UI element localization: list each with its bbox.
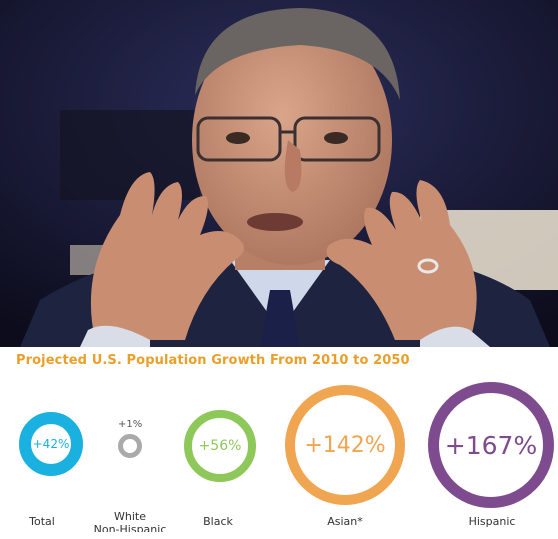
population-growth-infographic: Projected U.S. Population Growth From 20… <box>0 347 558 539</box>
total-growth-value: +42% <box>32 437 70 451</box>
hispanic-growth-value: +167% <box>444 430 538 460</box>
white-label-line1: White <box>114 510 146 523</box>
black-label: Black <box>203 515 233 528</box>
white-growth-value: +1% <box>118 419 143 430</box>
asian-growth-value: +142% <box>304 432 386 458</box>
photo-illustration <box>0 0 558 347</box>
photo-man-gesturing <box>0 0 558 347</box>
total-growth-ring: +42% <box>19 412 83 476</box>
white-label-line2: Non-Hispanic <box>93 523 167 532</box>
hispanic-label: Hispanic <box>468 515 516 528</box>
infographic-title: Projected U.S. Population Growth From 20… <box>16 353 410 368</box>
total-label: Total <box>29 515 55 528</box>
asian-label: Asian* <box>327 515 363 528</box>
black-growth-value: +56% <box>198 438 242 454</box>
white-growth-ring <box>118 434 142 458</box>
asian-growth-ring: +142% <box>285 385 405 505</box>
black-growth-ring: +56% <box>184 410 256 482</box>
hispanic-growth-ring: +167% <box>428 382 554 508</box>
